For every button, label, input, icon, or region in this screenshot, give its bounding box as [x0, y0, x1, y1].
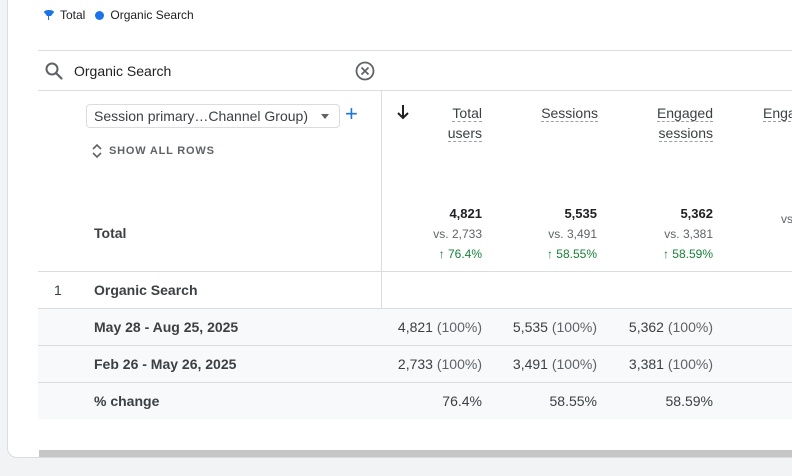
- column-header-total-users[interactable]: Total users: [447, 105, 482, 142]
- cell-total-users: 2,733 (100%): [397, 356, 482, 372]
- dimension-select-label: Session primary…Channel Group): [94, 108, 308, 124]
- cell-sessions: 3,491 (100%): [512, 356, 597, 372]
- row-label: % change: [94, 393, 160, 409]
- chevron-down-icon: [321, 114, 329, 119]
- dimension-select[interactable]: Session primary…Channel Group): [86, 104, 340, 128]
- table-row[interactable]: May 28 - Aug 25, 2025 4,821 (100%) 5,535…: [38, 308, 792, 345]
- show-all-rows-button[interactable]: SHOW ALL ROWS: [92, 143, 215, 159]
- cell-total-users: 76.4%: [442, 393, 482, 409]
- expand-icon: [92, 143, 102, 159]
- legend-item-total[interactable]: Total: [43, 8, 85, 22]
- search-bar[interactable]: Organic Search: [38, 51, 792, 91]
- row-label: Organic Search: [94, 282, 198, 298]
- total-pin-icon: [44, 10, 54, 20]
- add-dimension-button[interactable]: +: [345, 101, 358, 126]
- column-header-engaged-sessions[interactable]: Engaged sessions: [656, 105, 713, 142]
- horizontal-scrollbar[interactable]: [39, 450, 792, 457]
- column-header-sessions[interactable]: Sessions: [541, 105, 598, 122]
- cell-total-users: 4,821 (100%): [397, 319, 482, 335]
- organic-dot-icon: [95, 10, 105, 20]
- column-header-engagement[interactable]: Enga: [763, 103, 792, 123]
- table-row[interactable]: % change 76.4% 58.55% 58.59%: [38, 382, 792, 419]
- clear-search-icon[interactable]: [354, 60, 376, 82]
- sessions-summary: 5,535 vs. 3,491 ↑ 58.55%: [546, 206, 597, 261]
- search-icon: [45, 62, 63, 80]
- divider: [38, 50, 792, 51]
- table-row[interactable]: Feb 26 - May 26, 2025 2,733 (100%) 3,491…: [38, 345, 792, 382]
- cell-sessions: 5,535 (100%): [512, 319, 597, 335]
- total-row-label: Total: [94, 225, 127, 241]
- row-number: 1: [54, 282, 62, 298]
- cell-engaged-sessions: 3,381 (100%): [628, 356, 713, 372]
- chart-legend: Total Organic Search: [43, 8, 204, 22]
- cell-engaged-sessions: 58.59%: [665, 393, 713, 409]
- legend-total-label: Total: [60, 8, 86, 22]
- search-input[interactable]: Organic Search: [74, 63, 172, 79]
- column-divider: [381, 91, 382, 419]
- report-card: Total Organic Search Organic Search Sess…: [7, 0, 792, 458]
- row-label: Feb 26 - May 26, 2025: [94, 356, 237, 372]
- engagement-summary: vs: [781, 212, 792, 226]
- engaged-sessions-summary: 5,362 vs. 3,381 ↑ 58.59%: [662, 206, 713, 261]
- cell-engaged-sessions: 5,362 (100%): [628, 319, 713, 335]
- cell-sessions: 58.55%: [549, 393, 597, 409]
- total-users-summary: 4,821 vs. 2,733 ↑ 76.4%: [433, 206, 482, 261]
- row-label: May 28 - Aug 25, 2025: [94, 319, 239, 335]
- legend-item-organic[interactable]: Organic Search: [95, 8, 194, 22]
- table-row[interactable]: 1 Organic Search: [38, 271, 792, 308]
- divider: [38, 90, 792, 91]
- sort-down-arrow-icon[interactable]: [396, 104, 410, 120]
- legend-organic-label: Organic Search: [110, 8, 194, 22]
- show-all-rows-label: SHOW ALL ROWS: [109, 145, 215, 157]
